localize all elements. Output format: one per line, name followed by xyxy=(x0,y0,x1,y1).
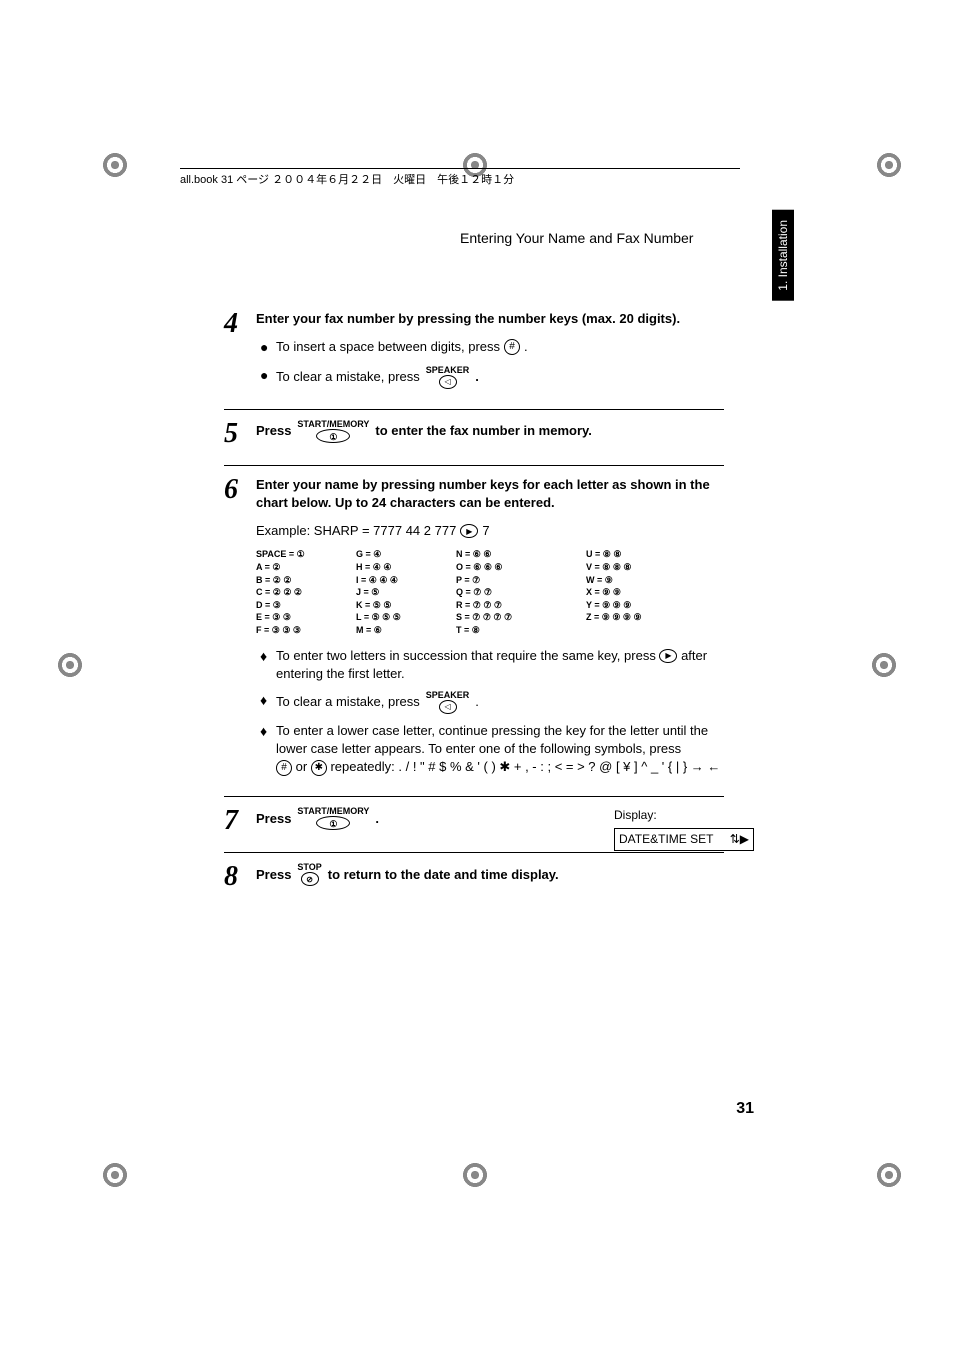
example-text: Example: SHARP = 7777 44 2 777 ▶ 7 xyxy=(256,522,726,540)
section-tab: 1. Installation xyxy=(772,210,794,301)
chart-cell: Z = ⑨ ⑨ ⑨ ⑨ xyxy=(586,611,726,624)
chart-cell: W = ⑨ xyxy=(586,574,726,587)
chart-cell: P = ⑦ xyxy=(456,574,586,587)
step-number: 6 xyxy=(224,476,256,785)
chart-cell: Y = ⑨ ⑨ ⑨ xyxy=(586,599,726,612)
step-number: 5 xyxy=(224,420,256,453)
chart-cell: J = ⑤ xyxy=(356,586,456,599)
chart-cell: M = ⑥ xyxy=(356,624,456,637)
crop-mark xyxy=(100,1160,130,1190)
chart-cell: D = ③ xyxy=(256,599,356,612)
arrow-right-icon: ▶ xyxy=(659,649,677,663)
chart-cell: N = ⑥ ⑥ xyxy=(456,548,586,561)
chart-cell: G = ④ xyxy=(356,548,456,561)
stop-button-icon: STOP ⊘ xyxy=(297,863,321,886)
start-memory-button-icon: START/MEMORY ① xyxy=(297,807,369,830)
lcd-display: DATE&TIME SET ⇅▶ xyxy=(614,828,754,851)
chart-cell: Q = ⑦ ⑦ xyxy=(456,586,586,599)
step-number: 7 xyxy=(224,807,256,840)
display-indicator: Display: DATE&TIME SET ⇅▶ xyxy=(614,807,754,851)
crop-mark xyxy=(100,150,130,180)
speaker-button-icon: SPEAKER ◁ xyxy=(426,366,470,389)
chart-cell: F = ③ ③ ③ xyxy=(256,624,356,637)
bullet-icon: ● xyxy=(260,338,276,358)
step-number: 4 xyxy=(224,310,256,397)
content: 4 Enter your fax number by pressing the … xyxy=(224,300,724,908)
bullet-text: To enter two letters in succession that … xyxy=(276,647,726,683)
chart-cell: I = ④ ④ ④ xyxy=(356,574,456,587)
chart-cell: V = ⑧ ⑧ ⑧ xyxy=(586,561,726,574)
bullet-icon: ♦ xyxy=(260,691,276,711)
bullet-text: To insert a space between digits, press … xyxy=(276,338,724,356)
crop-mark xyxy=(874,1160,904,1190)
star-key-icon: ✱ xyxy=(311,760,327,776)
chart-cell: SPACE = ① xyxy=(256,548,356,561)
page-header: Entering Your Name and Fax Number xyxy=(460,230,693,246)
step-8: 8 Press STOP ⊘ to return to the date and… xyxy=(224,853,724,908)
letter-chart: SPACE = ① A = ② B = ② ② C = ② ② ② D = ③ … xyxy=(256,548,726,636)
scroll-arrows-icon: ⇅▶ xyxy=(730,831,749,848)
chart-cell: K = ⑤ ⑤ xyxy=(356,599,456,612)
crop-mark xyxy=(874,150,904,180)
chart-cell: C = ② ② ② xyxy=(256,586,356,599)
hash-key-icon: # xyxy=(504,339,520,355)
chart-cell: S = ⑦ ⑦ ⑦ ⑦ xyxy=(456,611,586,624)
arrow-right-icon: ▶ xyxy=(460,524,478,538)
chart-cell: H = ④ ④ xyxy=(356,561,456,574)
crop-mark xyxy=(460,1160,490,1190)
step-7: 7 Press START/MEMORY ① . Display: DATE&T… xyxy=(224,797,724,853)
step-number: 8 xyxy=(224,863,256,896)
chart-cell: T = ⑧ xyxy=(456,624,586,637)
step-title: Enter your name by pressing number keys … xyxy=(256,476,726,512)
chart-cell: L = ⑤ ⑤ ⑤ xyxy=(356,611,456,624)
page: all.book 31 ページ ２００４年６月２２日 火曜日 午後１２時１分 E… xyxy=(0,0,954,1351)
hash-key-icon: # xyxy=(276,760,292,776)
bullet-icon: ♦ xyxy=(260,722,276,742)
chart-cell: B = ② ② xyxy=(256,574,356,587)
bullet-icon: ● xyxy=(260,366,276,386)
bullet-text: To clear a mistake, press SPEAKER ◁ . xyxy=(276,691,726,714)
bullet-text: To enter a lower case letter, continue p… xyxy=(276,722,726,777)
crop-mark xyxy=(55,650,85,680)
chart-cell: X = ⑨ ⑨ xyxy=(586,586,726,599)
chart-cell: E = ③ ③ xyxy=(256,611,356,624)
step-title: Enter your fax number by pressing the nu… xyxy=(256,310,724,328)
bullet-icon: ♦ xyxy=(260,647,276,667)
start-memory-button-icon: START/MEMORY ① xyxy=(297,420,369,443)
step-6: 6 Enter your name by pressing number key… xyxy=(224,466,724,798)
chart-cell: U = ⑧ ⑧ xyxy=(586,548,726,561)
crop-mark xyxy=(869,650,899,680)
step-4: 4 Enter your fax number by pressing the … xyxy=(224,300,724,410)
book-meta-line: all.book 31 ページ ２００４年６月２２日 火曜日 午後１２時１分 xyxy=(180,168,740,187)
chart-cell: O = ⑥ ⑥ ⑥ xyxy=(456,561,586,574)
bullet-text: To clear a mistake, press SPEAKER ◁ . xyxy=(276,366,724,389)
chart-cell: R = ⑦ ⑦ ⑦ xyxy=(456,599,586,612)
page-number: 31 xyxy=(736,1100,754,1118)
step-5: 5 Press START/MEMORY ① to enter the fax … xyxy=(224,410,724,466)
speaker-button-icon: SPEAKER ◁ xyxy=(426,691,470,714)
chart-cell: A = ② xyxy=(256,561,356,574)
